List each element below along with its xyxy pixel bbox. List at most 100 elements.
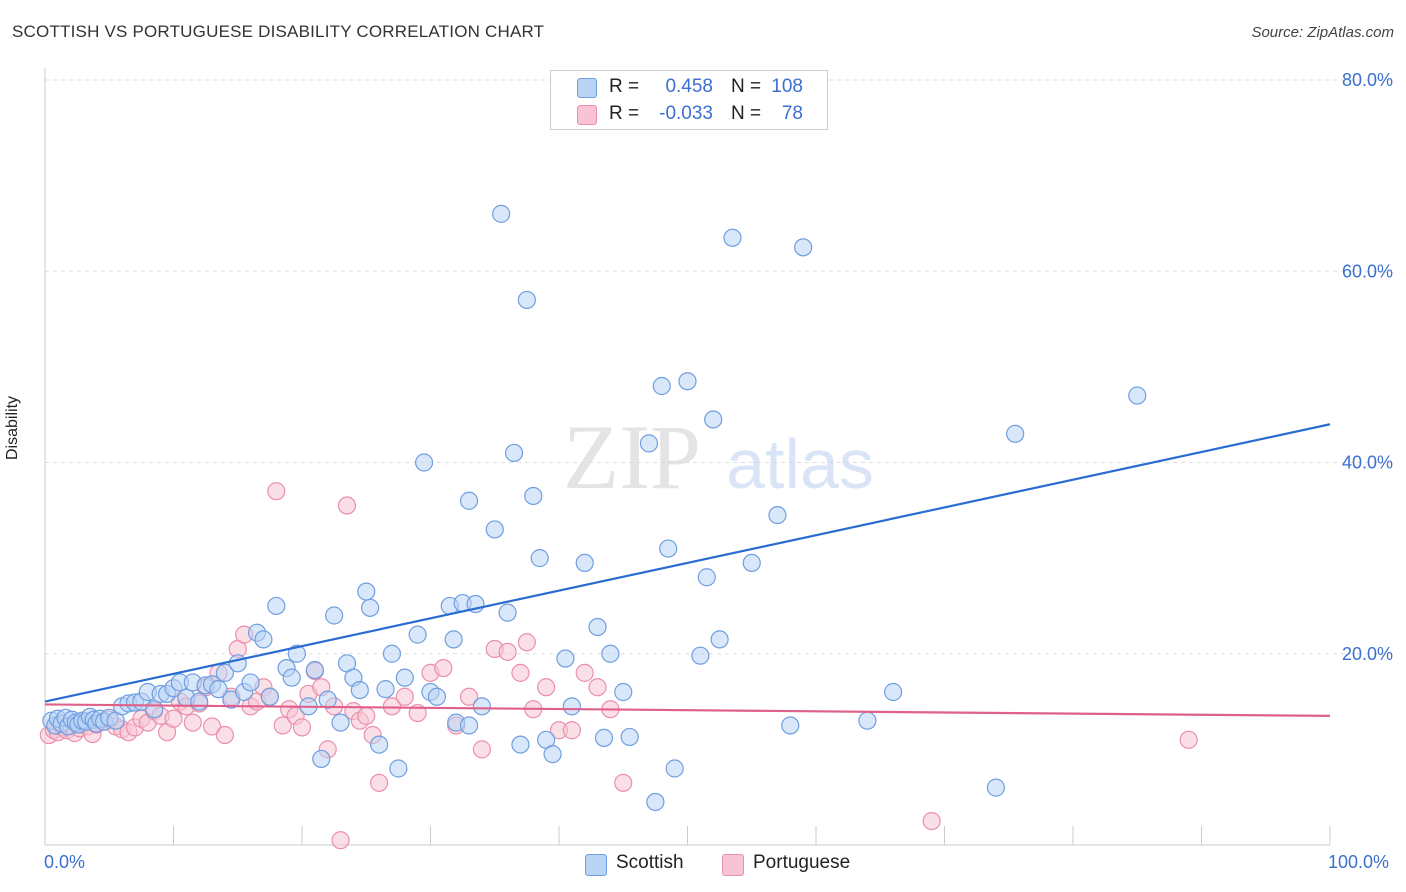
scottish-point [986,778,1006,797]
scottish-point [652,376,671,396]
portuguese-point [267,482,286,501]
scottish-point [543,745,562,764]
portuguese-point [588,678,607,697]
scottish-points [42,204,1147,812]
stats-row-portuguese: R = -0.033 N = 78 [551,102,827,126]
scottish-swatch [577,78,597,98]
scottish-point [504,443,524,463]
portuguese-point [331,831,350,850]
portuguese-point [562,721,581,740]
n-label: N = [731,76,762,97]
scottish-trend-line [44,423,1331,703]
scottish-point [575,553,594,573]
scottish-point [254,630,273,649]
portuguese-point [575,663,594,682]
portuguese-point [614,773,633,792]
n-value: 108 [771,76,803,97]
scottish-point [382,644,402,663]
portuguese-point [517,633,536,652]
stats-row-scottish: R = 0.458 N = 108 [551,75,827,99]
portuguese-point [370,773,389,792]
grid-lines [45,79,1392,655]
scottish-point [562,697,581,716]
portuguese-point [337,496,357,515]
scottish-point [659,539,678,558]
scottish-point [498,603,517,622]
scottish-point [742,553,761,573]
scottish-point [691,646,710,665]
y-tick-labels: 20.0% 40.0% 60.0% 80.0% [1342,70,1393,664]
scottish-point [697,568,716,587]
scottish-point [646,792,665,812]
portuguese-legend-label: Portuguese [753,852,851,873]
scottish-point [794,238,813,257]
portuguese-point [183,713,202,732]
axes [44,68,1331,846]
portuguese-point [537,678,556,697]
n-label: N = [731,103,762,124]
portuguese-point [164,709,183,728]
scottish-point [282,668,301,687]
scottish-point [556,649,575,668]
scottish-point [639,434,659,453]
scottish-point [511,735,530,754]
portuguese-point [498,642,517,661]
scottish-point [357,582,376,601]
y-tick-label: 20.0% [1342,644,1393,664]
scottish-legend-label: Scottish [616,852,684,873]
portuguese-point [472,740,491,759]
y-tick-label: 80.0% [1342,70,1393,90]
scottish-point [620,727,639,747]
scottish-point [241,673,260,692]
y-tick-label: 40.0% [1342,453,1393,473]
series-legend: Scottish Portuguese [0,850,1406,880]
scottish-point [594,728,614,748]
portuguese-point [357,706,376,726]
scottish-point [459,716,479,735]
r-label: R = [609,76,640,97]
scottish-point [376,680,395,699]
scottish-point [710,630,729,649]
portuguese-point [273,716,292,735]
stats-legend: R = 0.458 N = 108 R = -0.033 N = 78 [550,70,828,130]
scottish-point [485,520,504,539]
portuguese-point [922,811,941,831]
scottish-point [1006,424,1025,443]
scottish-point [312,749,331,769]
scottish-point [601,644,620,663]
scottish-point [427,687,447,706]
scottish-point [492,204,511,223]
r-value: 0.458 [665,76,713,97]
portuguese-legend-swatch [722,854,744,876]
y-tick-label: 60.0% [1342,261,1393,281]
scottish-point [414,453,434,472]
scottish-point [287,644,306,663]
scottish-point [678,372,697,391]
scottish-legend-swatch [585,854,607,876]
scottish-point [145,700,164,719]
scottish-point [524,486,543,506]
scottish-point [318,690,337,709]
scottish-point [781,716,800,735]
scottish-point [472,697,491,716]
trend-lines [44,423,1331,718]
scottish-point [215,663,234,682]
scottish-point [1128,386,1147,405]
scottish-point [395,668,414,687]
scottish-point [260,687,279,706]
portuguese-point [292,718,312,737]
portuguese-point [459,687,479,706]
scottish-point [228,654,247,673]
scottish-point [459,491,479,510]
chart-source: Source: ZipAtlas.com [1251,24,1394,41]
portuguese-swatch [577,105,597,125]
scottish-point [704,410,723,429]
scottish-point [305,660,324,680]
portuguese-point [395,687,414,706]
scottish-point [768,505,787,525]
watermark-atlas: atlas [726,425,874,503]
n-value: 78 [781,103,803,124]
scottish-point [614,682,633,702]
scottish-point [361,598,380,617]
